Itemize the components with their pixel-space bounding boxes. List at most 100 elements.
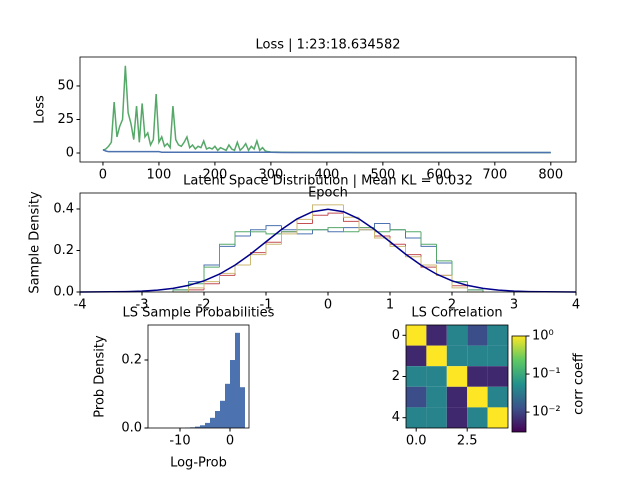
x-tick-label: -3	[136, 298, 149, 313]
axes-frame	[147, 324, 250, 429]
hist-step	[389, 229, 406, 232]
hist-step	[296, 229, 313, 232]
x-tick-label: -10	[169, 434, 190, 449]
heat-cell	[467, 345, 488, 367]
x-tick-label: 0	[226, 434, 234, 449]
y-axis-label: Prob Density	[93, 335, 108, 418]
hist-bar	[195, 426, 200, 428]
hist-step	[281, 233, 297, 245]
colorbar	[511, 335, 527, 433]
hist-step	[405, 244, 421, 256]
y-tick-label: 0.2	[53, 243, 74, 258]
hist-step	[312, 204, 328, 220]
hist-step	[436, 244, 452, 262]
colorbar-tick-label: 10⁻¹	[532, 367, 561, 382]
heat-cell	[426, 407, 447, 428]
y-axis-label: Loss	[33, 95, 48, 124]
heat-cell	[487, 407, 508, 428]
normal-curve	[79, 208, 577, 293]
hist-bar	[225, 383, 230, 428]
x-tick-label: 2	[448, 298, 456, 313]
hist-step	[234, 235, 251, 247]
hist-step	[327, 229, 344, 233]
heat-cell	[406, 386, 427, 408]
y-tick-label: 0.2	[121, 353, 142, 368]
hist-step	[420, 238, 437, 247]
x-tick-label: -1	[260, 298, 273, 313]
hist-step	[265, 243, 282, 255]
colorbar-tick-label: 10⁻²	[532, 405, 561, 420]
heat-cell	[487, 345, 508, 367]
colorbar-label: corr coeff	[572, 352, 587, 415]
hist-bar	[210, 417, 215, 428]
hist-step	[250, 254, 266, 266]
x-tick-label: 500	[370, 168, 395, 183]
x-tick-label: 1	[386, 298, 394, 313]
heat-cell	[467, 407, 488, 428]
heat-cell	[487, 325, 508, 346]
y-tick-label: 0.0	[121, 421, 142, 436]
hist-step	[219, 274, 235, 284]
hist-step	[172, 289, 189, 292]
hist-step	[281, 231, 297, 234]
axes-title: Latent Space Distribution | Mean KL = 0.…	[183, 174, 473, 189]
hist-step	[296, 229, 313, 235]
y-tick-label: 0.0	[53, 285, 74, 300]
hist-bar	[205, 422, 210, 428]
hist-step	[451, 260, 468, 283]
hist-step	[420, 231, 437, 245]
heat-cell	[487, 366, 508, 387]
hist-step	[203, 281, 220, 288]
x-tick-label: 600	[426, 168, 451, 183]
axes-title: Loss | 1:23:18.634582	[255, 38, 400, 53]
hist-step	[281, 231, 297, 243]
hist-bar	[240, 387, 245, 428]
hist-step	[265, 241, 282, 253]
axes-title: LS Correlation	[411, 306, 502, 321]
hist-step	[436, 265, 452, 276]
heat-cell	[426, 325, 447, 346]
heat-cell	[467, 325, 488, 346]
y-tick-label: 50	[57, 78, 74, 93]
hist-step	[436, 267, 452, 276]
hist-step	[296, 223, 313, 232]
hist-bar	[235, 332, 240, 428]
x-tick-label: -4	[74, 298, 87, 313]
y-axis-label: Sample Density	[28, 191, 43, 294]
heat-cell	[406, 407, 427, 428]
colorbar-tick-label: 10⁰	[532, 329, 554, 344]
x-tick-label: 700	[482, 168, 507, 183]
hist-step	[451, 275, 468, 289]
x-tick-label: 800	[538, 168, 563, 183]
x-tick-label: 0	[99, 168, 107, 183]
axes-title: LS Sample Probabilities	[123, 306, 275, 321]
hist-step	[374, 223, 390, 230]
heat-cell	[446, 386, 468, 408]
y-tick-label: 4	[392, 410, 400, 425]
axes-frame	[79, 192, 577, 293]
heat-cell	[426, 345, 447, 367]
x-tick-label: 100	[147, 168, 172, 183]
hist-bar	[215, 411, 220, 428]
hist-step	[405, 229, 421, 233]
hist-step	[219, 245, 235, 266]
y-tick-label: 0	[392, 328, 400, 343]
hist-step	[296, 218, 313, 234]
x-tick-label: 4	[572, 298, 580, 313]
hist-step	[343, 227, 359, 232]
hist-bar	[220, 400, 225, 428]
y-tick-label: 2	[392, 369, 400, 384]
heat-cell	[487, 386, 508, 408]
hist-step	[312, 214, 328, 224]
heat-cell	[446, 366, 468, 387]
hist-step	[327, 212, 344, 216]
x-tick-label: 3	[510, 298, 518, 313]
loss-line	[102, 65, 551, 154]
heat-cell	[446, 345, 468, 367]
hist-step	[451, 262, 468, 283]
x-tick-label: -2	[198, 298, 211, 313]
loss-line	[102, 148, 551, 154]
hist-step	[327, 227, 344, 230]
